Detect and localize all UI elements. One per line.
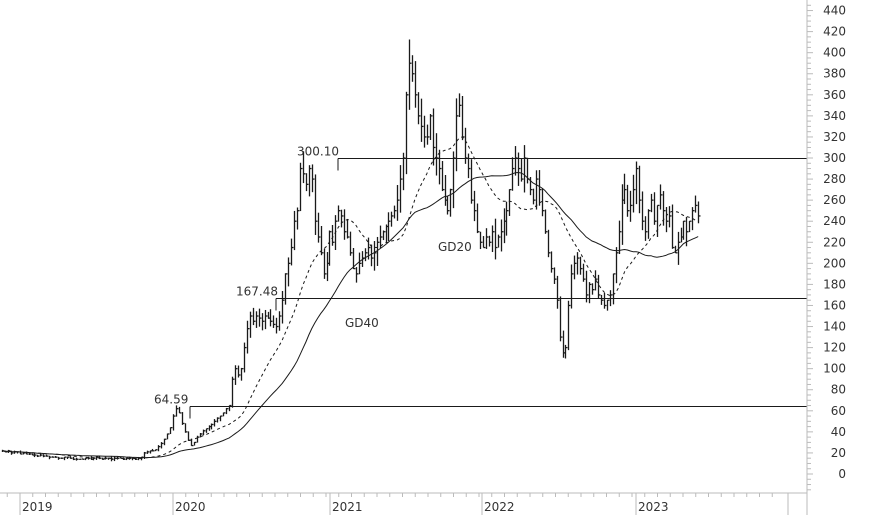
- y-tick-label: 40: [831, 425, 846, 439]
- y-tick-label: 420: [823, 25, 846, 39]
- moving-averages: [1, 136, 699, 460]
- x-tick-label: 2021: [332, 500, 363, 514]
- x-axis: 2019 2020 2021 2022 2023: [0, 492, 807, 515]
- y-tick-label: 280: [823, 172, 846, 186]
- y-tick-label: 180: [823, 277, 846, 291]
- y-tick-label: 300: [823, 151, 846, 165]
- ohlc-bars: [1, 39, 701, 462]
- x-tick-label: 2022: [484, 500, 515, 514]
- x-tick-label: 2020: [175, 500, 206, 514]
- gd40-label: GD40: [345, 316, 379, 330]
- y-tick-label: 120: [823, 341, 846, 355]
- y-tick-label: 320: [823, 130, 846, 144]
- annotations: GD20 GD40: [345, 240, 472, 330]
- level-label: 300.10: [297, 145, 339, 159]
- y-axis: 0 20 40 60 80 100 120 140 160 180 200 220 240 260 280 3…: [806, 0, 846, 515]
- y-tick-label: 140: [823, 320, 846, 334]
- y-tick-label: 60: [831, 404, 846, 418]
- gd40-line: [1, 171, 699, 459]
- y-tick-label: 240: [823, 214, 846, 228]
- y-tick-label: 340: [823, 109, 846, 123]
- level-label: 167.48: [236, 285, 278, 299]
- y-tick-label: 160: [823, 298, 846, 312]
- gd20-line: [1, 136, 699, 460]
- gd20-label: GD20: [438, 240, 472, 254]
- y-tick-label: 260: [823, 193, 846, 207]
- y-tick-label: 380: [823, 67, 846, 81]
- y-tick-label: 220: [823, 235, 846, 249]
- horizontal-levels: 300.10 167.48 64.59: [154, 145, 807, 419]
- y-tick-label: 200: [823, 256, 846, 270]
- x-tick-label: 2023: [638, 500, 669, 514]
- y-tick-label: 0: [838, 467, 846, 481]
- y-tick-label: 360: [823, 88, 846, 102]
- y-tick-label: 400: [823, 46, 846, 60]
- y-tick-label: 80: [831, 383, 846, 397]
- y-tick-label: 440: [823, 4, 846, 18]
- y-tick-label: 100: [823, 362, 846, 376]
- y-tick-label: 20: [831, 446, 846, 460]
- level-label: 64.59: [154, 393, 188, 407]
- x-tick-label: 2019: [22, 500, 53, 514]
